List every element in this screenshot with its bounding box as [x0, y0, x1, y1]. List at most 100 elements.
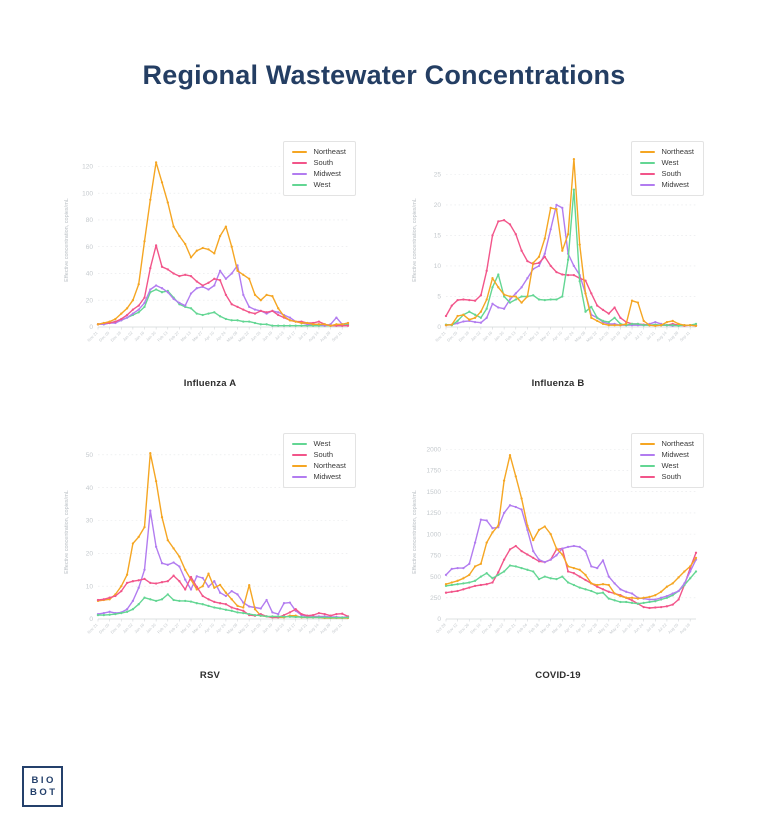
influenza-a-series-northeast: [96, 161, 350, 327]
rsv-legend-label-midwest: Midwest: [313, 472, 341, 481]
svg-text:250: 250: [430, 595, 441, 602]
svg-text:Jan 02: Jan 02: [470, 330, 483, 343]
rsv-legend-label-south: South: [313, 450, 334, 459]
svg-text:Apr 10: Apr 10: [203, 330, 215, 342]
influenza-b-chart: 0 5 10 15 20 25 Nov 21 Dec 05 Dec 19 Jan 02 Jan 16…: [408, 141, 708, 389]
svg-text:Mar 04: Mar 04: [539, 622, 552, 635]
svg-text:Jul 17: Jul 17: [285, 622, 297, 634]
svg-text:Jul 08: Jul 08: [645, 622, 657, 634]
svg-text:50: 50: [86, 452, 94, 459]
influenza-b-legend-label-northeast: Northeast: [661, 147, 694, 156]
influenza-b-legend-label-west: West: [661, 158, 679, 167]
influenza-a-plot-area: 0 20 40 60 80 100 120 Nov 21 Dec 05 Dec 19 Jan 02 J…: [60, 141, 360, 369]
influenza-b-x-axis: Nov 21 Dec 05 Dec 19 Jan 02 Jan 16 Jan 30 Feb …: [434, 326, 696, 343]
covid-19-legend-item-northeast: Northeast: [640, 440, 694, 448]
rsv-plot-area: 0 10 20 30 40 50 Nov 21 Dec 05 Dec 19 Jan 02 Jan 1…: [60, 433, 360, 661]
covid-19-legend-label-northeast: Northeast: [661, 439, 694, 448]
svg-text:Feb 27: Feb 27: [168, 330, 181, 343]
svg-text:Jun 10: Jun 10: [621, 622, 634, 635]
svg-text:May 08: May 08: [225, 330, 238, 343]
svg-text:40: 40: [86, 485, 94, 492]
influenza-a-gridlines: 0 20 40 60 80 100 120: [82, 164, 348, 331]
influenza-a-legend-label-midwest: Midwest: [313, 169, 341, 178]
rsv-legend: West South Northeast Midwest: [283, 433, 356, 488]
svg-text:Jan 30: Jan 30: [493, 330, 506, 343]
covid-19-legend-label-west: West: [661, 461, 679, 470]
svg-text:Sep 11: Sep 11: [331, 622, 344, 635]
svg-text:Jan 16: Jan 16: [133, 622, 146, 635]
influenza-a-x-axis: Nov 21 Dec 05 Dec 19 Jan 02 Jan 16 Jan 30 Feb …: [86, 326, 348, 343]
covid-19-legend: Northeast Midwest West South: [631, 433, 704, 488]
charts-grid: 0 20 40 60 80 100 120 Nov 21 Dec 05 Dec 19 Jan 02 J…: [60, 141, 708, 681]
covid-19-chart: 0 250 500 750 1000 1250 1500 1750 2000 Oct 29 Nov …: [408, 433, 708, 681]
covid-19-legend-item-west: West: [640, 462, 694, 470]
influenza-a-legend-item-south: South: [292, 159, 346, 167]
svg-text:Jul 03: Jul 03: [622, 330, 634, 342]
svg-text:Oct 29: Oct 29: [435, 622, 447, 634]
svg-text:20: 20: [434, 202, 442, 209]
covid-19-legend-swatch-northeast: [640, 442, 656, 445]
svg-text:May 22: May 22: [237, 330, 250, 343]
influenza-b-legend-swatch-northeast: [640, 150, 656, 153]
svg-text:May 22: May 22: [237, 622, 250, 635]
svg-text:Dec 10: Dec 10: [469, 622, 482, 635]
influenza-a-caption: Influenza A: [183, 378, 237, 389]
covid-19-series-midwest: [444, 504, 698, 601]
svg-text:Jan 30: Jan 30: [145, 622, 158, 635]
svg-text:May 27: May 27: [608, 622, 621, 635]
influenza-a-legend: Northeast South Midwest West: [283, 141, 356, 196]
covid-19-caption: COVID-19: [535, 670, 581, 681]
svg-text:Mar 18: Mar 18: [551, 622, 564, 635]
influenza-b-plot-area: 0 5 10 15 20 25 Nov 21 Dec 05 Dec 19 Jan 02 Jan 16…: [408, 141, 708, 369]
rsv-x-axis: Nov 21 Dec 05 Dec 19 Jan 02 Jan 16 Jan 30 Feb …: [86, 618, 348, 635]
svg-text:5: 5: [437, 294, 441, 301]
svg-text:Jan 16: Jan 16: [481, 330, 494, 343]
svg-text:Jun 05: Jun 05: [249, 330, 262, 343]
svg-text:20: 20: [86, 297, 94, 304]
svg-text:Dec 05: Dec 05: [98, 330, 111, 343]
svg-text:Jul 03: Jul 03: [274, 622, 286, 634]
svg-text:Feb 13: Feb 13: [156, 330, 169, 343]
influenza-a-legend-swatch-northeast: [292, 150, 308, 153]
svg-text:Dec 19: Dec 19: [109, 622, 122, 635]
svg-text:Mar 27: Mar 27: [191, 330, 204, 343]
svg-text:Mar 13: Mar 13: [179, 622, 192, 635]
covid-19-x-axis: Oct 29 Nov 12 Nov 26 Dec 10 Dec 24 Jan 07 Jan …: [435, 618, 696, 635]
svg-text:Nov 21: Nov 21: [86, 622, 99, 635]
svg-text:Jun 05: Jun 05: [249, 622, 262, 635]
svg-text:Aug 28: Aug 28: [667, 330, 680, 343]
svg-text:Aug 28: Aug 28: [319, 622, 332, 635]
svg-text:Jul 31: Jul 31: [297, 330, 309, 342]
rsv-caption: RSV: [199, 670, 221, 681]
svg-text:Feb 13: Feb 13: [504, 330, 517, 343]
influenza-a-legend-swatch-midwest: [292, 172, 308, 175]
covid-19-legend-item-midwest: Midwest: [640, 451, 694, 459]
svg-text:Jun 05: Jun 05: [597, 330, 610, 343]
biobot-logo: BIO BOT: [22, 766, 63, 807]
svg-text:1500: 1500: [427, 489, 442, 496]
svg-text:0: 0: [437, 324, 441, 331]
rsv-legend-swatch-south: [292, 453, 308, 456]
svg-text:Aug 14: Aug 14: [655, 330, 668, 343]
svg-text:Mar 27: Mar 27: [539, 330, 552, 343]
influenza-b-legend-swatch-west: [640, 161, 656, 164]
covid-19-legend-swatch-midwest: [640, 453, 656, 456]
svg-text:Aug 05: Aug 05: [667, 622, 680, 635]
svg-text:10: 10: [86, 583, 94, 590]
influenza-b-series-west: [444, 188, 698, 327]
svg-text:30: 30: [86, 518, 94, 525]
influenza-a-legend-swatch-west: [292, 183, 308, 186]
svg-text:0: 0: [89, 616, 93, 623]
rsv-series-west: [96, 593, 350, 619]
rsv-series-south: [96, 574, 350, 619]
influenza-b-legend-item-west: West: [640, 159, 694, 167]
svg-text:Feb 04: Feb 04: [516, 622, 529, 635]
influenza-a-legend-item-northeast: Northeast: [292, 148, 346, 156]
covid-19-legend-label-midwest: Midwest: [661, 450, 689, 459]
svg-text:Jul 17: Jul 17: [633, 330, 645, 342]
svg-text:Nov 21: Nov 21: [86, 330, 99, 343]
svg-text:15: 15: [434, 233, 442, 240]
svg-text:Dec 05: Dec 05: [446, 330, 459, 343]
influenza-b-legend-swatch-midwest: [640, 183, 656, 186]
